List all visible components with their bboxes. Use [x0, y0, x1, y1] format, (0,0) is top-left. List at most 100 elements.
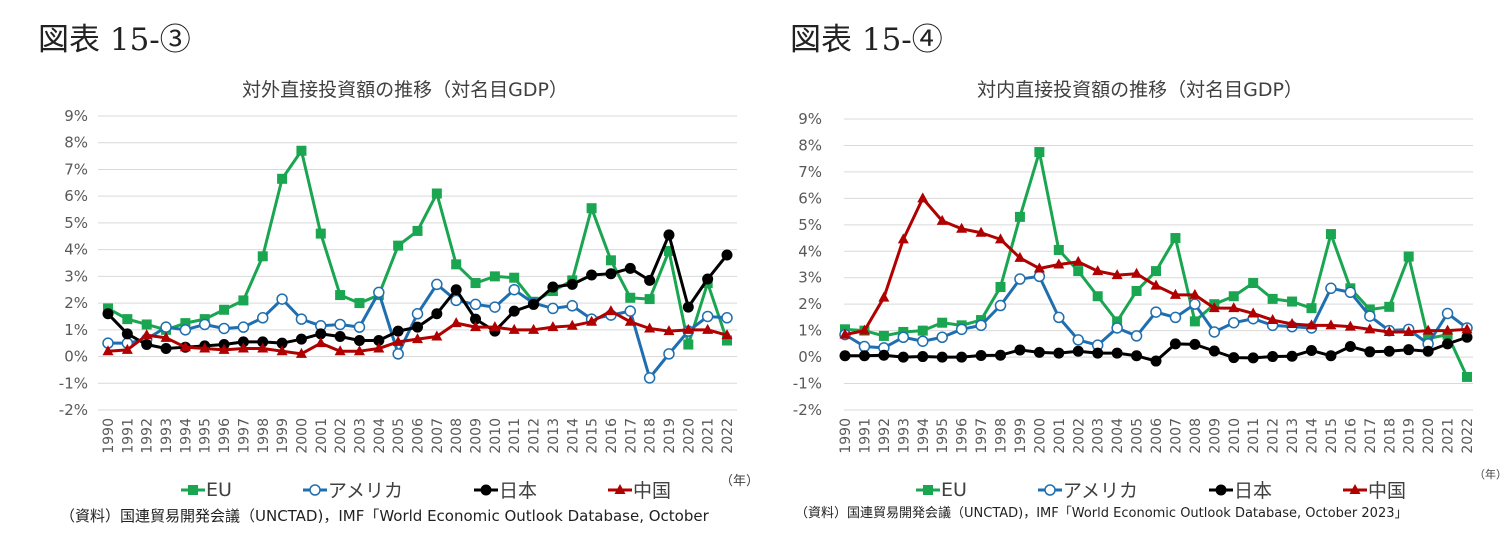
data-point [1033, 262, 1045, 273]
data-point [1286, 318, 1298, 329]
legend-label: 日本 [498, 480, 537, 502]
data-point [392, 335, 404, 346]
x-tick-label: 1992 [877, 418, 893, 454]
y-tick-label: -1% [59, 374, 88, 392]
data-point [858, 340, 871, 353]
y-tick-label: 5% [64, 214, 88, 232]
y-tick-label: 4% [798, 242, 822, 260]
x-tick-label: 2013 [546, 418, 562, 454]
data-point [1072, 334, 1084, 346]
y-tick-label: 7% [798, 163, 822, 181]
data-point [1208, 326, 1221, 338]
data-point [276, 337, 288, 349]
y-tick-label: 0% [64, 348, 88, 366]
x-tick-label: 1990 [101, 418, 117, 454]
data-point [315, 328, 327, 340]
data-point [1422, 324, 1434, 335]
data-point [1403, 251, 1414, 262]
data-point [1189, 338, 1201, 350]
data-point [605, 268, 617, 280]
data-point [508, 305, 520, 317]
data-point [644, 322, 656, 333]
data-point [1169, 311, 1182, 324]
data-point [1228, 316, 1240, 329]
x-tick-label: 1994 [178, 418, 194, 454]
data-point [936, 214, 948, 225]
data-point [508, 283, 520, 296]
data-point [431, 188, 442, 199]
data-point [897, 331, 910, 343]
x-tick-label: 2019 [662, 418, 678, 454]
data-point [412, 321, 423, 333]
data-point [1462, 371, 1472, 382]
data-point [721, 249, 733, 261]
x-tick-label: 2013 [1285, 418, 1301, 454]
x-tick-label: 1991 [120, 418, 136, 454]
data-point [1248, 278, 1259, 289]
data-point [1364, 323, 1376, 334]
legend-item: 日本 [1208, 476, 1272, 503]
data-point [295, 313, 308, 325]
y-tick-label: 1% [64, 321, 88, 339]
series-open-circle [102, 278, 733, 384]
x-tick-label: 2009 [1207, 418, 1223, 454]
legend-label: 中国 [633, 480, 672, 502]
data-point [722, 335, 732, 346]
x-tick-label: 2008 [449, 418, 465, 454]
data-point [315, 228, 326, 239]
legend-marker [188, 484, 198, 495]
data-point [257, 342, 269, 353]
figure-label-right: 図表 15-④ [790, 22, 943, 58]
data-point [936, 351, 948, 363]
data-point [1014, 344, 1026, 356]
x-tick-label: 2010 [1227, 418, 1243, 454]
y-tick-label: 6% [64, 187, 88, 205]
data-point [663, 245, 674, 256]
data-point [1014, 273, 1026, 285]
x-tick-label: 2019 [1402, 418, 1418, 454]
x-tick-label: 2020 [1421, 418, 1437, 454]
data-point [160, 343, 172, 355]
data-point [451, 259, 462, 270]
series-square [840, 147, 1472, 382]
data-point [1442, 338, 1454, 350]
data-point [257, 251, 268, 262]
data-point [956, 222, 968, 233]
data-point [1014, 211, 1025, 222]
data-point [1364, 346, 1376, 358]
data-point [547, 281, 559, 293]
y-tick-label: 3% [798, 269, 822, 287]
data-point [102, 345, 114, 356]
x-tick-label: 2022 [1460, 418, 1476, 454]
data-point [1169, 288, 1181, 299]
legend-square-icon [916, 484, 940, 495]
data-point [315, 337, 327, 348]
data-point [1150, 355, 1162, 367]
data-point [1247, 307, 1259, 318]
x-tick-label: 2007 [1168, 418, 1184, 454]
data-point [237, 321, 250, 333]
data-point [1111, 322, 1123, 334]
data-point [1111, 269, 1123, 280]
x-tick-label: 1994 [916, 418, 932, 454]
data-point [1131, 285, 1142, 296]
x-tick-label: 2004 [1110, 418, 1126, 454]
data-point [547, 302, 559, 315]
legend-label: EU [206, 478, 232, 501]
data-point [721, 312, 733, 324]
x-tick-label: 2021 [701, 418, 717, 454]
legend-item: 日本 [473, 476, 537, 503]
legend-marker [1215, 484, 1227, 495]
data-point [682, 301, 694, 313]
data-point [1073, 266, 1084, 277]
data-point [1403, 325, 1415, 336]
x-tick-label: 2022 [720, 418, 736, 454]
data-point [334, 318, 346, 331]
legend-open-circle-icon [1037, 483, 1062, 496]
data-point [878, 330, 889, 341]
data-point [644, 274, 656, 286]
x-tick-label: 1995 [198, 418, 214, 454]
x-tick-label: 1990 [838, 418, 854, 454]
data-point [1228, 352, 1240, 364]
data-point [450, 294, 462, 307]
